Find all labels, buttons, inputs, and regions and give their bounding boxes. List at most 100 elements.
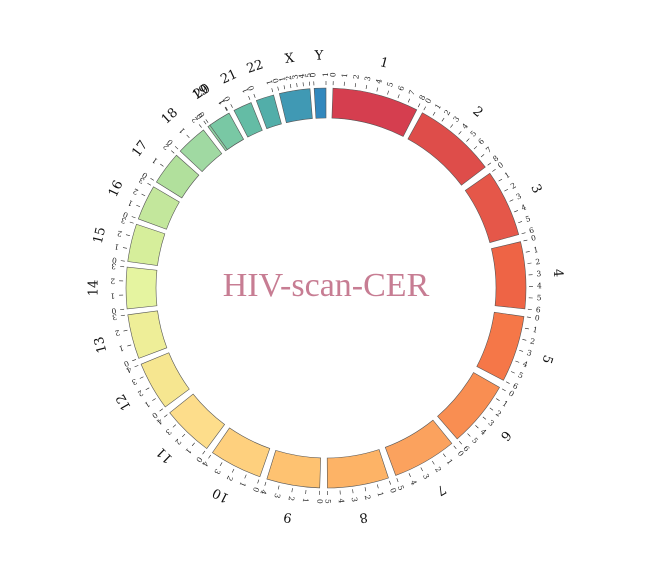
tick-label: 5 [517,370,525,380]
tick-label: 1 [126,198,134,208]
tick-mark [489,407,494,411]
tick-label: 2 [114,328,121,338]
chromosome-label: 20 [191,81,213,103]
tick-mark [248,95,251,100]
tick-label: 4 [155,417,165,427]
tick-mark [496,398,500,401]
tick-mark [120,314,125,317]
tick-mark [525,251,530,253]
chromosome-label: X [284,51,296,67]
tick-mark [492,169,496,172]
tick-mark [473,146,478,150]
tick-label: 6 [511,381,520,391]
chromosome-label: 15 [91,226,109,246]
tick-label: 2 [136,388,145,398]
tick-mark [122,247,127,249]
chromosome-label: 7 [434,481,449,498]
tick-mark [377,484,379,489]
tick-label: 2 [351,74,361,80]
tick-mark [397,94,400,99]
chromosome-label: 6 [497,427,514,443]
tick-label: 0 [122,358,130,368]
chromosome-segment [266,450,321,489]
tick-mark [150,178,155,181]
tick-label: 0 [165,137,175,147]
tick-mark [417,103,421,108]
tick-mark [523,239,528,242]
tick-mark [389,480,391,485]
tick-label: 3 [451,114,461,123]
tick-mark [504,188,509,192]
tick-mark [277,485,280,490]
tick-mark [480,154,485,158]
chromosome-label: 19 [190,82,212,104]
tick-mark [253,93,256,98]
tick-label: 4 [200,459,210,468]
chromosome-y: 0 1 Y [308,48,330,119]
tick-label: 6 [528,225,535,235]
tick-label: 1 [340,73,349,79]
tick-mark [186,134,190,139]
tick-label: 4 [258,488,268,495]
chromosome-label: 8 [358,509,369,525]
tick-label: 2 [494,409,503,419]
tick-label: 1 [321,72,330,77]
chromosome-label: 17 [129,138,151,160]
tick-label: 0 [534,313,540,323]
tick-mark [172,424,177,428]
tick-label: 2 [535,257,541,267]
tick-mark [522,338,527,341]
tick-mark [139,376,144,379]
tick-mark [296,83,298,88]
tick-label: 7 [407,88,417,96]
tick-mark [514,210,519,213]
tick-label: 3 [164,427,174,437]
tick-label: 2 [284,75,294,81]
chromosome-label: 21 [218,67,239,88]
chromosome-18: 012 18 [159,105,223,173]
chromosome-segment [278,88,313,124]
tick-label: 4 [520,202,528,212]
tick-label: 8 [417,93,427,102]
tick-mark [515,360,520,363]
tick-label: 4 [374,78,384,85]
chromosome-label: 10 [210,484,232,505]
tick-label: 3 [487,418,497,428]
tick-mark [202,450,206,455]
chromosome-segment [326,449,389,489]
tick-mark [365,85,368,90]
tick-label: 3 [120,215,128,225]
tick-label: 2 [225,474,235,483]
tick-mark [420,467,423,472]
chromosome-segment [233,102,263,138]
tick-label: 5 [396,484,406,492]
tick-label: 5 [304,72,313,78]
tick-label: 0 [308,72,317,78]
tick-mark [264,481,267,486]
tick-label: 0 [496,160,505,170]
tick-label: 1 [433,102,443,111]
tick-label: 2 [529,336,536,346]
tick-mark [136,204,141,208]
tick-mark [458,131,462,135]
tick-label: 8 [491,153,500,163]
tick-mark [498,178,503,182]
chromosome-segment [437,372,500,440]
tick-label: 3 [212,467,222,476]
tick-label: 1 [113,242,119,252]
chromosome-segment [331,87,418,137]
tick-label: 2 [131,186,140,196]
tick-label: 5 [524,214,532,224]
chromosome-segment [384,419,453,476]
tick-label: 3 [137,175,146,185]
tick-label: 2 [286,495,296,501]
chromosome-segment [491,241,527,310]
tick-mark [518,221,523,224]
tick-mark [141,193,146,197]
tick-mark [219,462,223,467]
tick-mark [198,124,202,128]
